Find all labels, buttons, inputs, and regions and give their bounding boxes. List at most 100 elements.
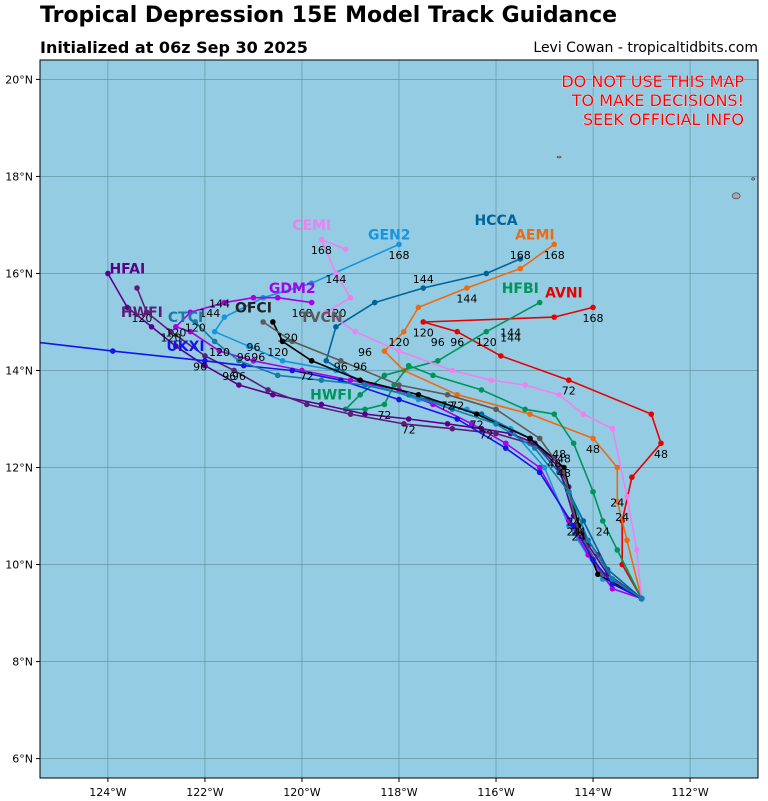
track-point-cemi [318,236,325,243]
track-point-aemi [381,348,388,354]
track-point-hwfi [449,425,456,432]
track-point-gdm2 [216,348,223,354]
track-point-hwfi [304,401,310,408]
track-point-gen2 [308,280,315,286]
hour-label: 72 [402,424,416,437]
hour-label: 168 [583,312,604,325]
track-hwfi [136,287,643,600]
track-point-aemi [527,411,533,417]
x-tick-label: 122°W [186,786,223,799]
x-tick-label: 114°W [574,786,611,799]
track-point-hwfi [168,328,174,335]
track-point-cemi [449,367,456,374]
track-point-gen2 [211,328,218,335]
warning-line: DO NOT USE THIS MAP [561,72,744,91]
model-label-gen2: GEN2 [368,228,411,244]
track-point-aemi [590,435,596,442]
hour-label: 24 [610,496,624,509]
hour-label: 24 [596,525,610,538]
track-point-aemi [464,285,470,291]
track-point-ctci [274,372,281,379]
track-point-aemi [517,265,524,272]
warning-line: TO MAKE DECISIONS! [571,91,744,110]
track-point-ctci [449,406,456,413]
model-label-hfbi: HFBI [502,281,539,297]
hour-label: 96 [193,360,207,373]
model-label-hwfi: HWFI [121,305,163,321]
track-point-hfai [202,362,208,369]
track-point-gdm2 [609,585,616,592]
track-point-gen2 [245,343,252,350]
track-point-hwfi [347,411,354,417]
track-point-cemi [580,411,587,417]
model-label-hfai: HFAI [109,261,145,277]
track-point-hfai [444,421,451,427]
track-point-ukxi [396,396,402,403]
track-point-hfbi [590,488,596,495]
hour-label: 24 [572,525,586,538]
track-point-tvcn [444,391,451,398]
hour-label: 48 [557,467,571,480]
track-point-avni [498,353,504,359]
hour-label: 48 [654,448,668,461]
track-cemi [320,238,643,599]
model-label-hwfi: HWFI [310,388,352,404]
track-point-ofci [308,357,315,364]
track-point-avni [454,328,461,335]
x-tick-label: 124°W [89,786,126,799]
track-point-cemi [556,391,562,398]
track-point-cemi [624,493,630,500]
track-point-hfai [173,343,179,350]
track-point-gdm2 [187,328,194,335]
hour-label: 96 [251,351,265,364]
track-point-cemi [333,270,339,277]
track-point-hcca [333,324,339,330]
track-point-hwfi [202,353,208,359]
track-point-ukxi [570,522,577,529]
track-point-ukxi [202,357,208,364]
hour-label: 96 [358,346,372,359]
track-point-ofci [357,377,363,383]
hour-label: 168 [291,307,312,320]
track-point-ofci [415,391,422,398]
track-point-aemi [401,328,407,335]
track-point-gen2 [541,464,548,471]
track-point-tvcn [396,382,402,388]
track-point-hfbi [435,357,441,364]
track-point-cemi [488,377,494,383]
model-tracks [40,236,664,602]
hour-label: 72 [300,370,314,383]
track-point-ctci [585,537,592,544]
hour-label: 96 [237,351,251,364]
island [556,155,562,159]
track-point-ctci [211,338,218,345]
track-point-hwfi [493,430,499,437]
track-point-avni [648,411,655,417]
track-point-cemi [323,309,330,316]
track-point-gdm2 [308,299,315,306]
track-point-ofci [270,319,276,325]
hour-label: 96 [450,336,464,349]
track-point-hwfi [401,421,407,427]
track-point-gen2 [279,357,286,364]
init-time: Initialized at 06z Sep 30 2025 [40,38,308,57]
model-label-ctci: CTCI [168,310,203,326]
track-point-hcca [580,518,587,524]
lat-lon-grid [40,60,758,778]
hour-label: 48 [586,443,600,456]
track-point-ukxi [289,367,296,374]
x-tick-label: 116°W [477,786,514,799]
track-point-hfbi [362,406,368,413]
track-point-avni [420,319,427,325]
hour-label: 120 [267,346,288,359]
hour-label: 48 [547,458,561,471]
track-point-gdm2 [536,464,543,471]
track-point-hfbi [381,372,388,379]
hour-label: 72 [441,399,455,412]
y-tick-label: 8°N [12,656,33,669]
model-label-cemi: CEMI [292,218,331,234]
track-point-aemi [614,498,621,505]
track-point-ukxi [240,362,247,369]
